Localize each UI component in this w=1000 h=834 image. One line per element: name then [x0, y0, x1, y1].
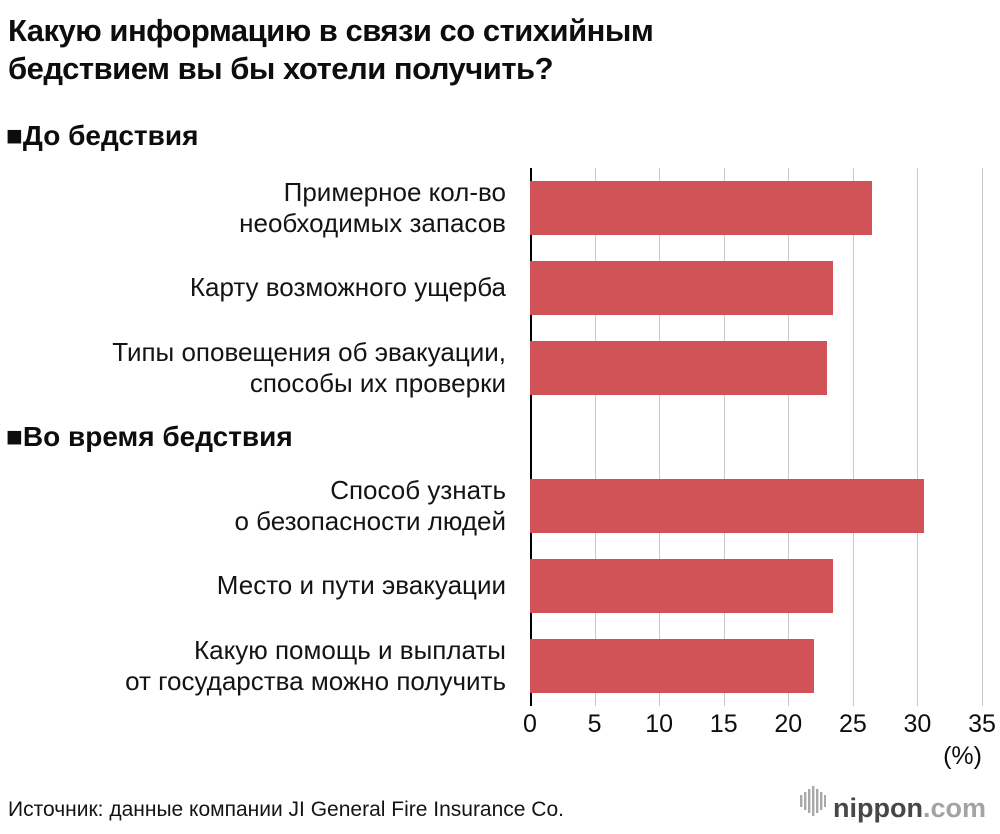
bar-track [530, 478, 982, 533]
section-header-during-disaster-row: ■Во время бедствия [0, 408, 1000, 466]
footer: Источник: данные компании JI General Fir… [0, 785, 1000, 822]
bar-row: Способ узнать о безопасности людей [0, 466, 1000, 546]
nippon-logo: nippon.com [800, 785, 986, 822]
y-axis-line [530, 167, 532, 706]
x-tick-label: 20 [774, 709, 803, 738]
section-header-during-disaster: ■Во время бедствия [6, 420, 293, 452]
x-tick-label: 35 [968, 709, 996, 738]
bar-damage-map [530, 260, 834, 315]
x-tick-label: 15 [709, 709, 738, 738]
x-tick-label: 0 [523, 709, 537, 738]
bar-track [530, 260, 982, 315]
gridline [852, 167, 854, 706]
bar-track [530, 638, 982, 693]
bar-supplies [530, 180, 873, 235]
bar-label: Карту возможного ущерба [189, 272, 506, 303]
bar-row: Какую помощь и выплаты от государства мо… [0, 626, 1000, 706]
gridline [788, 167, 790, 706]
gridline [917, 167, 919, 706]
bar-safety-check [530, 478, 924, 533]
nippon-logo-text: nippon.com [833, 793, 986, 823]
bar-label: Способ узнать о безопасности людей [234, 474, 506, 536]
bar-label: Место и пути эвакуации [216, 570, 506, 601]
bar-government-aid [530, 638, 815, 693]
section-header-before-disaster: ■До бедствия [6, 119, 199, 151]
bar-row: Примерное кол-во необходимых запасов [0, 168, 1000, 248]
bar-row: Типы оповещения об эвакуации, способы их… [0, 328, 1000, 408]
gridline [723, 167, 725, 706]
chart-title-line2: бедствием вы бы хотели получить? [8, 50, 554, 86]
axis-unit-label: (%) [943, 741, 982, 770]
bar-label: Типы оповещения об эвакуации, способы их… [112, 336, 506, 398]
gridline [594, 167, 596, 706]
bar-track [530, 340, 982, 395]
gridline [659, 167, 661, 706]
bar-track [530, 180, 982, 235]
source-text: Источник: данные компании JI General Fir… [8, 798, 564, 821]
chart-area: Примерное кол-во необходимых запасов Кар… [0, 167, 1000, 706]
bar-row: Карту возможного ущерба [0, 248, 1000, 328]
bar-evacuation-alerts [530, 340, 828, 395]
bar-label: Примерное кол-во необходимых запасов [239, 176, 506, 238]
x-tick-label: 25 [838, 709, 867, 738]
x-tick-label: 5 [587, 709, 602, 738]
bar-track [530, 558, 982, 613]
nippon-logo-icon [800, 785, 827, 822]
x-axis: 0 5 10 15 20 25 30 35 [523, 706, 996, 742]
gridlines [530, 167, 983, 706]
bar-row: Место и пути эвакуации [0, 546, 1000, 626]
bar-evacuation-routes [530, 558, 834, 613]
x-tick-label: 10 [645, 709, 674, 738]
bar-label: Какую помощь и выплаты от государства мо… [125, 634, 506, 696]
chart-title-line1: Какую информацию в связи со стихийным [8, 13, 654, 48]
x-tick-label: 30 [903, 709, 932, 738]
gridline [982, 167, 983, 706]
chart-title: Какую информацию в связи со стихийным бе… [0, 0, 1000, 88]
